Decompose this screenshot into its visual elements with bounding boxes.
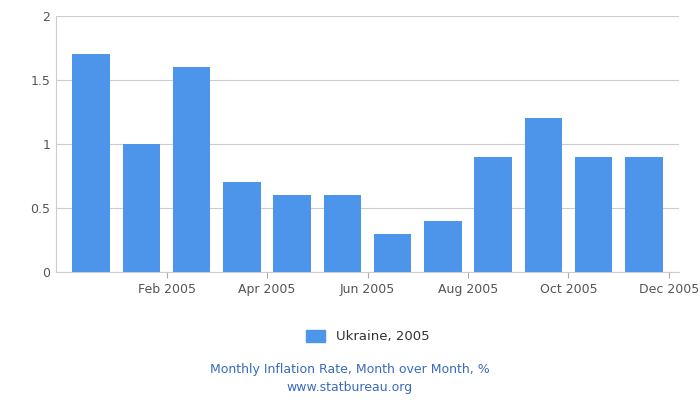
Bar bbox=[575, 157, 612, 272]
Text: Monthly Inflation Rate, Month over Month, %: Monthly Inflation Rate, Month over Month… bbox=[210, 364, 490, 376]
Bar bbox=[475, 157, 512, 272]
Bar bbox=[424, 221, 462, 272]
Bar bbox=[625, 157, 663, 272]
Bar bbox=[524, 118, 562, 272]
Bar bbox=[72, 54, 110, 272]
Bar bbox=[122, 144, 160, 272]
Bar bbox=[374, 234, 412, 272]
Bar bbox=[173, 67, 211, 272]
Bar bbox=[273, 195, 311, 272]
Legend: Ukraine, 2005: Ukraine, 2005 bbox=[305, 330, 430, 343]
Bar bbox=[323, 195, 361, 272]
Bar bbox=[223, 182, 260, 272]
Text: www.statbureau.org: www.statbureau.org bbox=[287, 382, 413, 394]
